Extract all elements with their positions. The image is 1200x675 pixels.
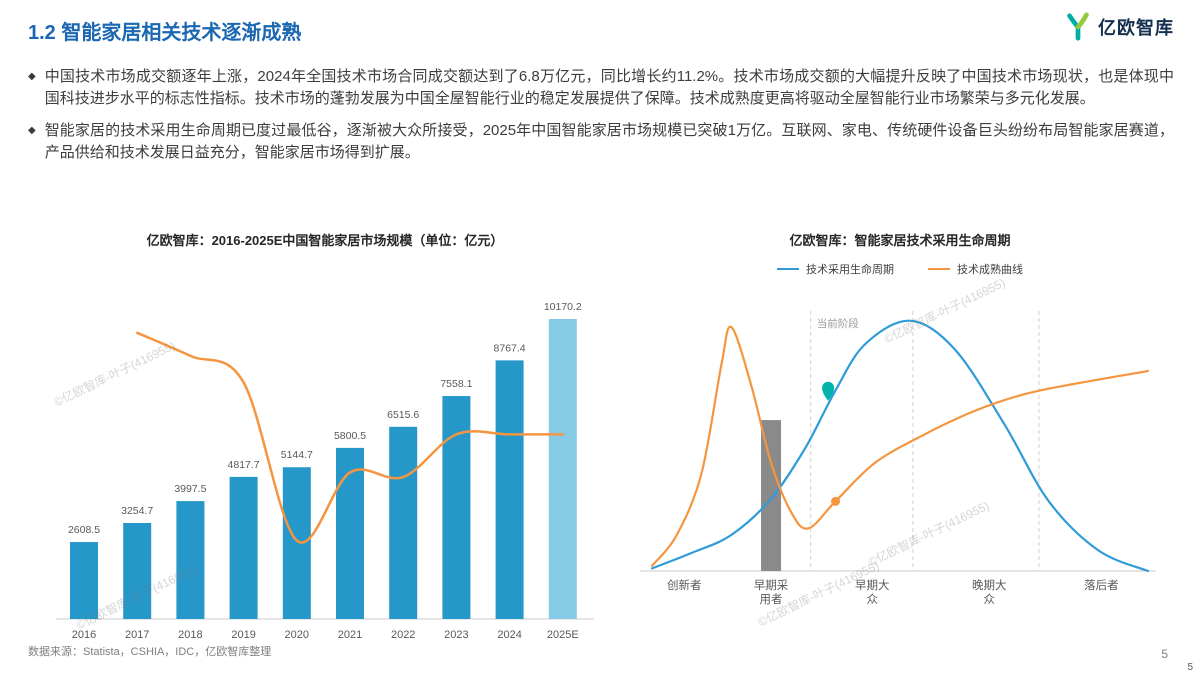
page-number: 5 <box>1161 647 1168 661</box>
bullet-text: 智能家居的技术采用生命周期已度过最低谷，逐渐被大众所接受，2025年中国智能家居… <box>44 122 1174 161</box>
legend-line-icon <box>777 268 799 270</box>
diamond-bullet-icon: ◆ <box>28 125 36 136</box>
legend-item-adoption: 技术采用生命周期 <box>777 261 894 277</box>
diamond-bullet-icon: ◆ <box>28 71 36 82</box>
svg-text:8767.4: 8767.4 <box>494 342 526 354</box>
svg-text:5800.5: 5800.5 <box>334 430 366 442</box>
legend-label: 技术成熟曲线 <box>957 264 1023 276</box>
page-title: 1.2 智能家居相关技术逐渐成熟 <box>28 22 302 44</box>
market-size-bar-chart: 2608.5 2016 3254.7 2017 3997.5 2018 4817.7 2019… <box>56 301 594 641</box>
svg-text:当前阶段: 当前阶段 <box>817 317 859 330</box>
svg-text:2024: 2024 <box>497 629 521 641</box>
svg-text:2017: 2017 <box>125 629 149 641</box>
svg-text:早期大众: 早期大众 <box>855 578 890 606</box>
svg-text:落后者: 落后者 <box>1084 579 1119 592</box>
svg-text:10170.2: 10170.2 <box>544 301 582 313</box>
data-source-note: 数据来源：Statista，CSHIA，IDC，亿欧智库整理 <box>28 646 272 658</box>
svg-text:2021: 2021 <box>338 629 362 641</box>
lifecycle-chart-title: 亿欧智库：智能家居技术采用生命周期 <box>789 233 1011 248</box>
svg-text:5144.7: 5144.7 <box>281 449 313 461</box>
svg-text:2016: 2016 <box>72 629 96 641</box>
legend-line-icon <box>928 268 950 270</box>
market-size-chart: 亿欧智库：2016-2025E中国智能家居市场规模（单位：亿元） 2608.5 2… <box>50 230 600 654</box>
svg-text:2018: 2018 <box>178 629 202 641</box>
svg-text:2023: 2023 <box>444 629 468 641</box>
svg-text:7558.1: 7558.1 <box>440 378 472 390</box>
svg-text:2022: 2022 <box>391 629 415 641</box>
svg-text:晚期大众: 晚期大众 <box>972 578 1007 606</box>
svg-text:4817.7: 4817.7 <box>228 459 260 471</box>
brand-logo-icon <box>1067 12 1089 41</box>
bullet-item: ◆ 智能家居的技术采用生命周期已度过最低谷，逐渐被大众所接受，2025年中国智能… <box>28 120 1174 164</box>
svg-text:早期采用者: 早期采用者 <box>754 579 789 606</box>
bullet-item: ◆ 中国技术市场成交额逐年上涨，2024年全国技术市场合同成交额达到了6.8万亿… <box>28 66 1174 110</box>
svg-text:2019: 2019 <box>231 629 255 641</box>
bullet-text: 中国技术市场成交额逐年上涨，2024年全国技术市场合同成交额达到了6.8万亿元，… <box>44 68 1174 107</box>
svg-text:3997.5: 3997.5 <box>174 483 206 495</box>
svg-text:2608.5: 2608.5 <box>68 524 100 536</box>
bullet-list: ◆ 中国技术市场成交额逐年上涨，2024年全国技术市场合同成交额达到了6.8万亿… <box>28 66 1174 164</box>
svg-text:6515.6: 6515.6 <box>387 409 419 421</box>
page-number-small: 5 <box>1187 662 1193 673</box>
svg-text:2020: 2020 <box>285 629 309 641</box>
legend-label: 技术采用生命周期 <box>806 264 894 276</box>
brand-logo: 亿欧智库 <box>1063 12 1174 42</box>
legend-item-hype: 技术成熟曲线 <box>928 261 1023 277</box>
market-size-chart-title: 亿欧智库：2016-2025E中国智能家居市场规模（单位：亿元） <box>146 233 504 248</box>
svg-text:2025E: 2025E <box>547 629 579 641</box>
lifecycle-chart: 亿欧智库：智能家居技术采用生命周期 技术采用生命周期 技术成熟曲线 当前阶段创新… <box>640 230 1160 644</box>
brand-logo-text: 亿欧智库 <box>1098 18 1174 38</box>
chart-legend: 技术采用生命周期 技术成熟曲线 <box>640 261 1160 277</box>
svg-text:创新者: 创新者 <box>667 578 702 592</box>
svg-text:3254.7: 3254.7 <box>121 505 153 517</box>
